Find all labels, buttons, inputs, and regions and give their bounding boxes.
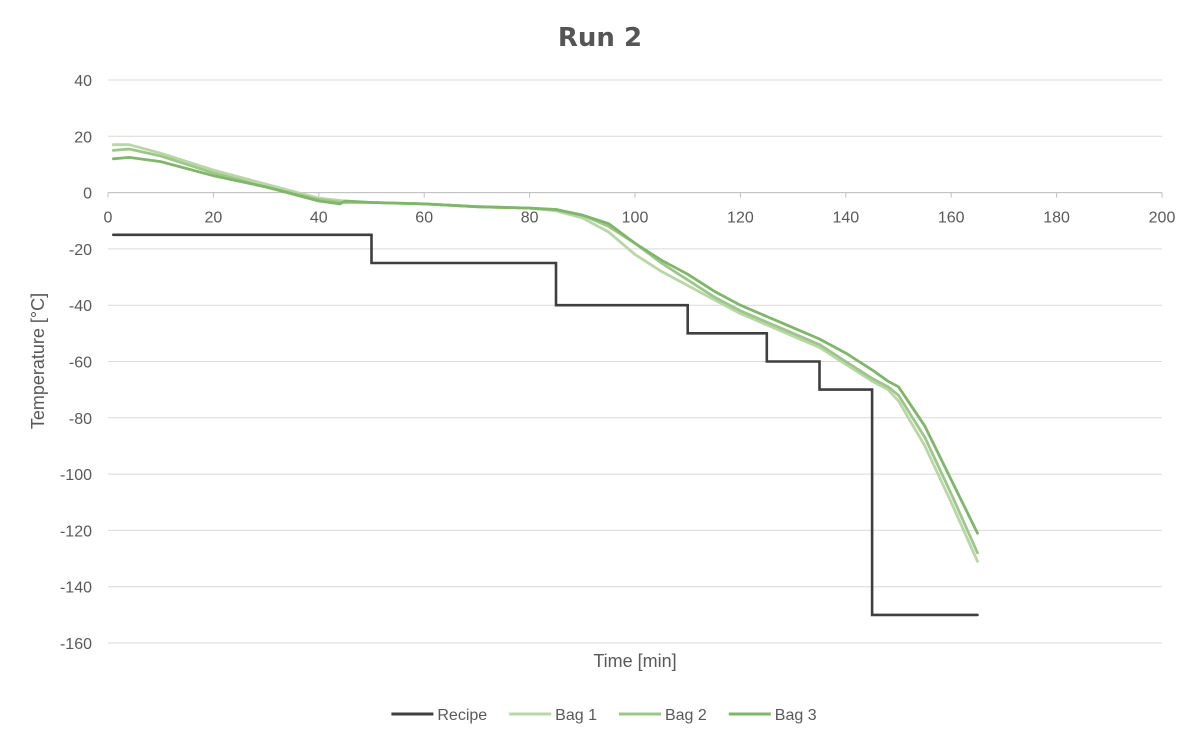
- grid-lines: [108, 79, 1162, 644]
- x-axis: 0 20 40 60 80 100 120 140 160 180 200: [104, 192, 1176, 227]
- y-tick-label: -40: [69, 298, 92, 315]
- y-axis-ticks: 40 20 0 -20 -40 -60 -80 -100 -120 -140 -160: [60, 73, 92, 653]
- series-line-recipe: [112, 233, 979, 617]
- x-tick-label: 40: [310, 210, 328, 227]
- legend-label: Recipe: [437, 707, 487, 724]
- legend-item-bag-3: Bag 3: [728, 707, 817, 724]
- y-tick-label: -100: [60, 467, 92, 484]
- y-tick-label: 0: [83, 186, 92, 203]
- legend-label: Bag 2: [665, 707, 707, 724]
- y-tick-label: 20: [74, 129, 92, 146]
- series-lines: [111, 143, 979, 617]
- x-tick-label: 140: [832, 210, 859, 227]
- series-line-bag-1: [111, 143, 979, 563]
- y-tick-label: -140: [60, 580, 92, 597]
- x-tick-label: 80: [521, 210, 539, 227]
- y-tick-label: -80: [69, 411, 92, 428]
- series-line-bag-3: [111, 156, 979, 535]
- y-tick-label: -20: [69, 242, 92, 259]
- x-tick-label: 100: [622, 210, 649, 227]
- x-tick-label: 20: [205, 210, 223, 227]
- y-tick-label: -60: [69, 355, 92, 372]
- legend: Recipe Bag 1 Bag 2 Bag 3: [391, 707, 817, 724]
- x-tick-label: 0: [104, 210, 113, 227]
- x-tick-label: 120: [727, 210, 754, 227]
- legend-item-bag-1: Bag 1: [509, 707, 597, 724]
- x-tick-label: 160: [938, 210, 965, 227]
- legend-label: Bag 1: [555, 707, 597, 724]
- y-axis-label: Temperature [°C]: [28, 293, 48, 429]
- y-tick-label: -160: [60, 636, 92, 653]
- chart-title: Run 2: [558, 23, 642, 53]
- legend-label: Bag 3: [775, 707, 817, 724]
- x-tick-label: 200: [1149, 210, 1176, 227]
- x-tick-label: 60: [415, 210, 433, 227]
- y-tick-label: -120: [60, 523, 92, 540]
- x-tick-label: 180: [1043, 210, 1070, 227]
- legend-item-bag-2: Bag 2: [618, 707, 707, 724]
- x-axis-label: Time [min]: [593, 651, 676, 671]
- legend-item-recipe: Recipe: [391, 707, 487, 724]
- y-tick-label: 40: [74, 73, 92, 90]
